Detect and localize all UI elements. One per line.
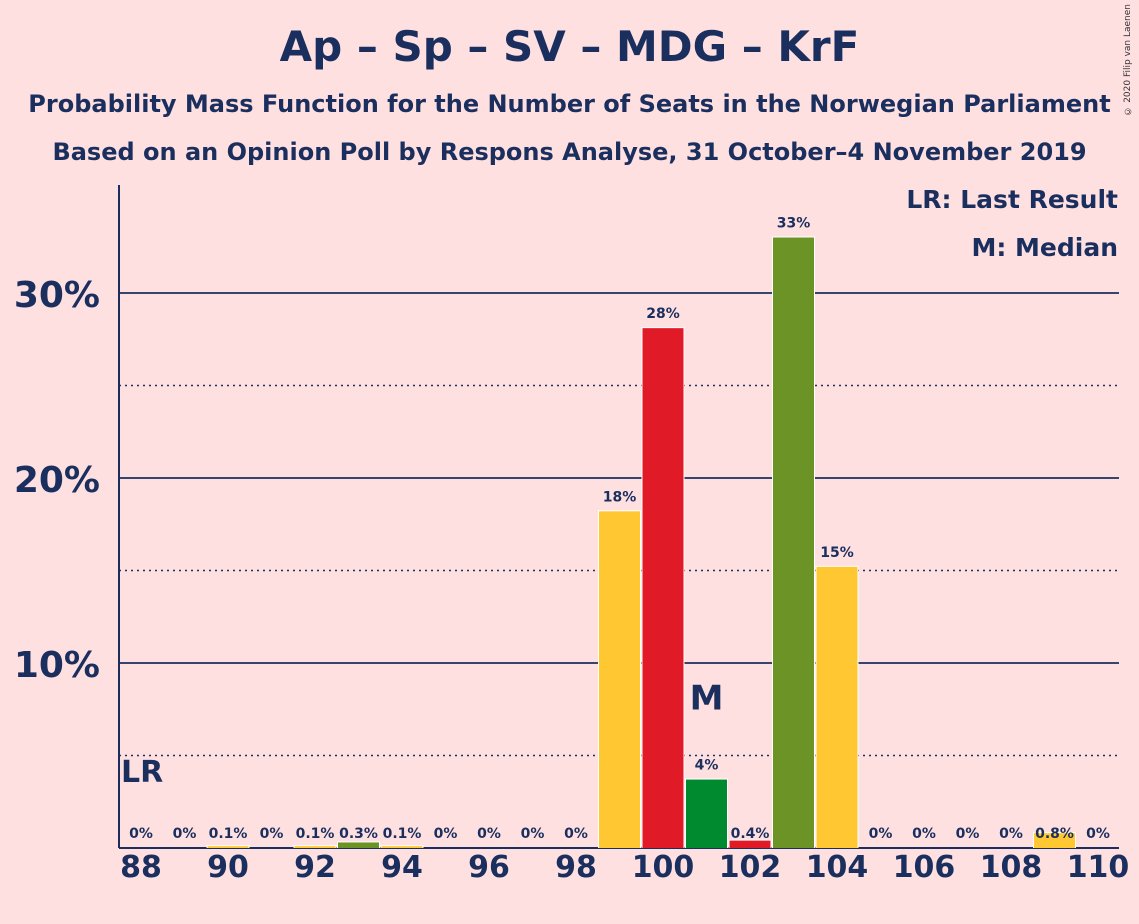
- bar-seat-101: [686, 779, 727, 848]
- bar-seat-103: [773, 237, 814, 848]
- data-label: 0%: [173, 826, 197, 842]
- x-tick-label: 110: [1067, 850, 1130, 885]
- chart-title: Ap – Sp – SV – MDG – KrF: [279, 22, 860, 71]
- data-label: 33%: [777, 216, 811, 232]
- x-tick-label: 92: [294, 850, 336, 885]
- bar-seat-99: [599, 511, 640, 848]
- x-tick-label: 88: [120, 850, 162, 885]
- data-label: 18%: [603, 489, 637, 505]
- x-tick-label: 100: [632, 850, 695, 885]
- y-tick-label: 30%: [14, 275, 100, 316]
- data-label: 0%: [999, 826, 1023, 842]
- data-label: 0%: [521, 826, 545, 842]
- x-tick-label: 90: [207, 850, 249, 885]
- data-label: 4%: [695, 758, 719, 774]
- chart-subtitle-2: Based on an Opinion Poll by Respons Anal…: [52, 138, 1087, 166]
- data-label: 0.1%: [296, 826, 335, 842]
- data-label: 28%: [646, 306, 680, 322]
- x-tick-label: 106: [893, 850, 956, 885]
- legend-median: M: Median: [971, 233, 1118, 262]
- x-tick-label: 98: [555, 850, 597, 885]
- data-label: 15%: [820, 545, 854, 561]
- data-label: 0%: [477, 826, 501, 842]
- data-label: 0%: [260, 826, 284, 842]
- data-label: 0%: [956, 826, 980, 842]
- bar-seat-90: [207, 846, 249, 848]
- y-tick-label: 10%: [14, 645, 100, 686]
- data-label: 0.8%: [1035, 826, 1074, 842]
- x-tick-label: 108: [980, 850, 1043, 885]
- data-label: 0%: [564, 826, 588, 842]
- bar-seat-92: [294, 846, 336, 848]
- bar-seat-94: [381, 846, 423, 848]
- x-tick-label: 96: [468, 850, 510, 885]
- bar-seat-104: [816, 566, 858, 848]
- last-result-marker: LR: [121, 755, 163, 790]
- x-tick-label: 102: [719, 850, 782, 885]
- bar-seat-100: [642, 328, 684, 848]
- data-label: 0.4%: [731, 826, 770, 842]
- y-tick-label: 20%: [14, 460, 100, 501]
- chart-subtitle-1: Probability Mass Function for the Number…: [28, 90, 1111, 118]
- legend-last-result: LR: Last Result: [906, 185, 1118, 214]
- x-tick-label: 94: [381, 850, 423, 885]
- data-label: 0%: [129, 826, 153, 842]
- bar-seat-102: [729, 840, 771, 848]
- bar-seat-109: [1034, 833, 1075, 848]
- data-label: 0%: [869, 826, 893, 842]
- data-label: 0%: [912, 826, 936, 842]
- bar-seat-93: [338, 842, 379, 848]
- x-tick-label: 104: [806, 850, 869, 885]
- median-marker: M: [690, 679, 724, 719]
- data-label: 0%: [1086, 826, 1110, 842]
- data-label: 0%: [434, 826, 458, 842]
- data-label: 0.1%: [209, 826, 248, 842]
- data-label: 0.1%: [383, 826, 422, 842]
- data-label: 0.3%: [339, 826, 378, 842]
